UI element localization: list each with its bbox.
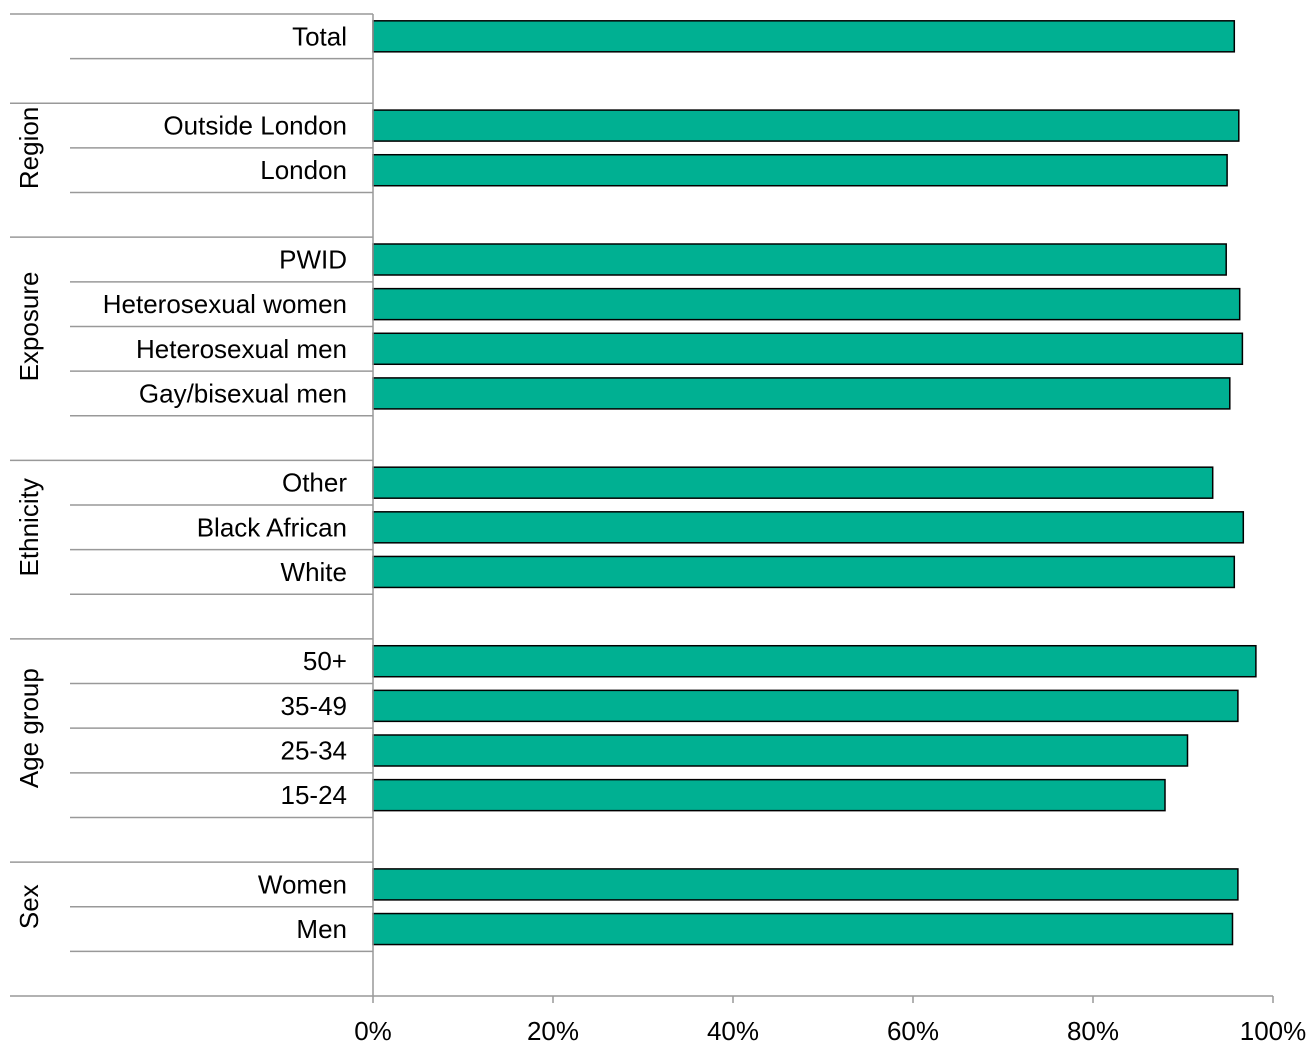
bar-london [372, 153, 1228, 187]
category-label: Heterosexual men [136, 334, 347, 364]
x-tick-label: 0% [354, 1016, 392, 1044]
category-labels: Total Outside London London PWID Heterosexua… [103, 21, 348, 944]
x-tick-label: 60% [887, 1016, 939, 1044]
group-labels: Region Exposure Ethnicity Age group Sex [14, 107, 44, 929]
bar-pwid [372, 243, 1227, 276]
category-label: Outside London [163, 111, 347, 141]
bar-other [372, 466, 1214, 499]
bar-25-34 [372, 734, 1189, 767]
group-label: Age group [14, 668, 44, 788]
category-label: Black African [197, 512, 347, 542]
category-label: London [260, 155, 347, 185]
group-label: Ethnicity [14, 478, 44, 576]
bar-black-african [372, 511, 1245, 544]
bar-outside-london [372, 109, 1240, 142]
category-label: Gay/bisexual men [139, 378, 347, 408]
bar-15-24 [372, 778, 1166, 812]
bar-50- [372, 644, 1257, 678]
x-tick-label: 80% [1067, 1016, 1119, 1044]
group-label: Sex [14, 884, 44, 929]
bar-35-49 [372, 689, 1239, 723]
bar-gay-bisexual-men [372, 377, 1231, 410]
group-label: Exposure [14, 272, 44, 382]
bar-men [372, 912, 1234, 946]
category-label: Men [296, 914, 347, 944]
category-label: 50+ [303, 646, 347, 676]
bar-heterosexual-men [372, 332, 1244, 366]
bar-women [372, 868, 1239, 901]
category-separators [10, 13, 373, 953]
bars [372, 20, 1257, 946]
category-label: Women [258, 869, 347, 899]
x-tick-label: 40% [707, 1016, 759, 1044]
bar-heterosexual-women [372, 287, 1241, 321]
bar-white [372, 555, 1236, 589]
x-tick-label: 20% [527, 1016, 579, 1044]
category-label: Other [282, 468, 347, 498]
category-label: PWID [279, 245, 347, 275]
category-label: 25-34 [281, 736, 348, 766]
axes [10, 14, 1273, 997]
category-label: 35-49 [281, 691, 348, 721]
bar-total [372, 20, 1236, 53]
category-label: Heterosexual women [103, 289, 347, 319]
group-label: Region [14, 107, 44, 189]
x-tick-label: 100% [1240, 1016, 1307, 1044]
category-label: Total [292, 21, 347, 51]
category-label: White [281, 557, 347, 587]
x-axis-ticks: 0% 20% 40% 60% 80% 100% [354, 996, 1306, 1044]
category-label: 15-24 [281, 780, 348, 810]
